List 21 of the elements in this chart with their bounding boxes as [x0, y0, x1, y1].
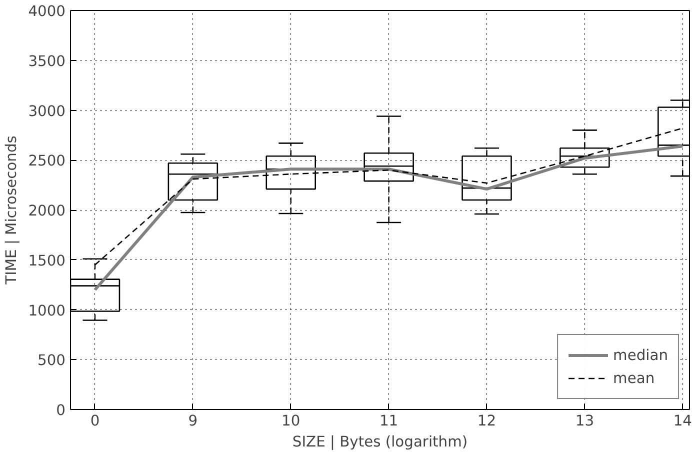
y-tick-label: 1500 — [28, 252, 66, 270]
x-tick-label: 12 — [477, 412, 496, 430]
y-tick-label: 4000 — [28, 3, 66, 20]
legend-label: mean — [613, 370, 655, 386]
x-tick-label: 14 — [673, 412, 692, 430]
y-tick-label: 2500 — [28, 152, 66, 170]
x-tick-label: 11 — [379, 412, 398, 430]
x-tick-label: 9 — [188, 412, 198, 430]
y-tick-label: 3500 — [28, 52, 66, 70]
legend-label: median — [613, 346, 668, 364]
x-axis-title: SIZE | Bytes (logarithm) — [292, 434, 468, 450]
y-axis-title: TIME | Microseconds — [3, 136, 20, 286]
y-tick-label: 3000 — [28, 102, 66, 120]
y-tick-label: 1000 — [28, 302, 66, 320]
x-tick-label: 13 — [575, 412, 594, 430]
y-tick-label: 2000 — [28, 202, 66, 220]
y-tick-label: 500 — [38, 352, 66, 370]
x-tick-label: 10 — [282, 412, 300, 430]
y-tick-label: 0 — [56, 402, 66, 419]
x-tick-label: 0 — [90, 412, 100, 430]
line-series — [93, 144, 684, 292]
